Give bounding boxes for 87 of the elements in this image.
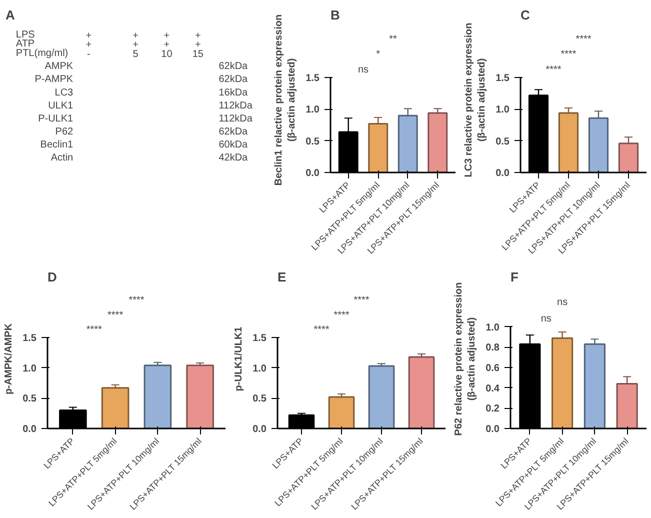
text: ULK1 xyxy=(48,100,74,112)
bar xyxy=(428,112,448,172)
y-tick-label: 1.0 xyxy=(252,363,267,374)
y-tick-label: 0.0 xyxy=(486,424,500,435)
bar xyxy=(584,343,606,428)
y-tick-label: 0.0 xyxy=(22,424,37,435)
text: ** xyxy=(389,34,397,45)
text: 112kDa xyxy=(218,113,253,124)
y-axis-title: Beclin1 relactive protein expression (β-actin adjusted) xyxy=(273,14,298,186)
text: P62 xyxy=(55,126,74,138)
bar xyxy=(186,364,214,428)
y-tick-label: 1.0 xyxy=(486,322,500,334)
y-tick-label: 1.0 xyxy=(496,104,510,116)
y-tick-label: 0.6 xyxy=(486,363,500,374)
y-axis-title: p-ULK1/ULK1 xyxy=(234,326,245,392)
text: 62kDa xyxy=(218,74,248,86)
y-tick-label: 0.0 xyxy=(306,168,320,179)
text: * xyxy=(376,49,380,60)
y-axis-title: LC3 relactive protein expression (β-actin adjusted) xyxy=(463,22,488,178)
y-tick-label: 1.5 xyxy=(252,333,267,344)
text: 5 xyxy=(132,49,139,60)
text: **** xyxy=(546,64,562,76)
chart-title: C xyxy=(520,8,530,22)
y-tick-label: 0.5 xyxy=(496,136,510,148)
text: AMPK xyxy=(44,61,74,72)
text: P-ULK1 xyxy=(38,113,74,124)
chart-title: E xyxy=(278,270,286,284)
text: P-AMPK xyxy=(34,74,74,86)
y-tick-label: 1.5 xyxy=(22,333,37,344)
chart-title: D xyxy=(48,270,57,284)
text: 62kDa xyxy=(218,126,248,138)
y-tick-label: 0.4 xyxy=(486,383,500,394)
bar xyxy=(328,396,355,428)
text: **** xyxy=(128,295,144,306)
text: PTL(mg/ml) xyxy=(16,48,68,60)
y-tick-label: 1.5 xyxy=(306,73,320,84)
text: 15 xyxy=(192,49,204,60)
text: **** xyxy=(560,49,576,60)
text: **** xyxy=(314,324,330,336)
y-tick-label: 1.5 xyxy=(496,73,510,84)
text: LPS xyxy=(16,29,36,40)
y-tick-label: 1.0 xyxy=(22,363,37,374)
y-tick-label: 0.2 xyxy=(486,404,500,415)
text: - xyxy=(87,49,90,60)
y-tick-label: 0.0 xyxy=(252,424,267,435)
bar xyxy=(101,387,130,428)
chart-title: B xyxy=(330,8,340,22)
text: 62kDa xyxy=(218,61,248,72)
y-tick-label: 0.0 xyxy=(496,168,510,179)
text: + xyxy=(194,40,201,51)
y-tick-label: 0.5 xyxy=(306,136,320,148)
text: + xyxy=(164,40,170,51)
text: 60kDa xyxy=(218,139,248,150)
text: ns xyxy=(557,297,568,308)
chart-title: F xyxy=(510,270,518,284)
text: 10 xyxy=(161,49,173,60)
y-axis-title: p-AMPK/AMPK xyxy=(4,322,15,395)
y-axis-title: P62 relactive protein expression (β-actin adjusted) xyxy=(453,282,478,436)
y-tick-label: 1.0 xyxy=(306,104,320,116)
text: Actin xyxy=(50,152,74,164)
text: **** xyxy=(576,34,592,45)
text: **** xyxy=(354,295,370,306)
text: ns xyxy=(358,64,369,76)
text: + xyxy=(86,30,92,42)
text: + xyxy=(164,30,170,42)
text: + xyxy=(194,30,201,42)
text: **** xyxy=(108,310,124,321)
y-tick-label: 0.5 xyxy=(252,394,267,405)
y-tick-label: 0.8 xyxy=(486,342,500,354)
bar xyxy=(368,365,395,428)
text: ATP xyxy=(16,38,35,50)
bar xyxy=(408,356,435,428)
text: + xyxy=(86,40,92,51)
text: 42kDa xyxy=(218,152,248,164)
text: 16kDa xyxy=(218,87,248,98)
text: ns xyxy=(540,313,552,324)
text: LC3 xyxy=(54,87,74,98)
text: **** xyxy=(334,310,350,321)
text: 112kDa xyxy=(218,100,253,112)
text: **** xyxy=(86,324,102,336)
bar xyxy=(144,364,172,428)
text: + xyxy=(132,30,139,42)
y-tick-label: 0.5 xyxy=(22,394,37,405)
bar xyxy=(558,112,579,172)
text: + xyxy=(132,40,139,51)
text: A xyxy=(6,8,16,22)
text: Beclin1 xyxy=(40,139,74,150)
